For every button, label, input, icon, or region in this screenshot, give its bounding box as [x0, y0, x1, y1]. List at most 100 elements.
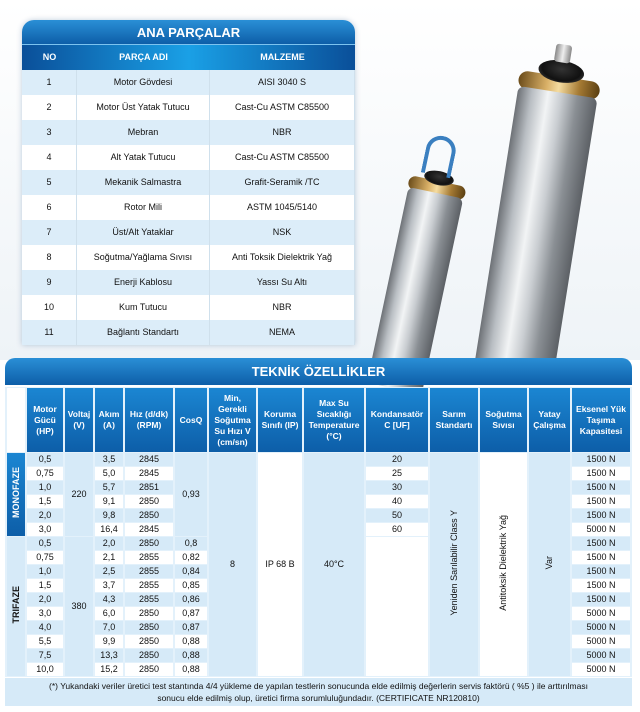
- capacitor-cell: 50: [366, 509, 428, 522]
- header-coolant: Soğutma Sıvısı: [480, 388, 527, 452]
- part-material: Grafit-Seramik /TC: [210, 170, 355, 195]
- header-speed: Hız (d/dk) (RPM): [125, 388, 173, 452]
- speed-cell: 2855: [125, 593, 173, 606]
- main-parts-table: ANA PARÇALAR NO PARÇA ADI MALZEME 1 Motor…: [22, 20, 355, 345]
- specs-row: 1,5 3,7 2855 0,85 1500 N: [7, 579, 630, 592]
- axial-load-cell: 1500 N: [572, 579, 630, 592]
- axial-load-cell: 1500 N: [572, 481, 630, 494]
- specs-row: 5,5 9,9 2850 0,88 5000 N: [7, 635, 630, 648]
- current-cell: 9,1: [95, 495, 123, 508]
- axial-load-cell: 1500 N: [572, 509, 630, 522]
- capacitor-cell: 25: [366, 467, 428, 480]
- speed-cell: 2850: [125, 621, 173, 634]
- header-protection-class: Koruma Sınıfı (IP): [258, 388, 302, 452]
- speed-cell: 2855: [125, 551, 173, 564]
- part-no: 4: [22, 145, 77, 170]
- specs-row: 3,0 6,0 2850 0,87 5000 N: [7, 607, 630, 620]
- motor-power-cell: 0,5: [27, 537, 63, 550]
- parts-row: 11 Bağlantı Standartı NEMA: [22, 320, 355, 345]
- axial-load-cell: 1500 N: [572, 593, 630, 606]
- part-name: Kum Tutucu: [77, 295, 210, 320]
- main-parts-header: NO PARÇA ADI MALZEME: [22, 45, 355, 70]
- phase-label-text: MONOFAZE: [10, 467, 21, 518]
- min-cooling-cell: 8: [209, 453, 256, 676]
- specs-row: 3,0 16,4 2845 60 5000 N: [7, 523, 630, 536]
- cosq-cell: 0,86: [175, 593, 207, 606]
- speed-cell: 2850: [125, 607, 173, 620]
- specs-row: TRIFAZE 0,5 380 2,0 2850 0,8 1500 N: [7, 537, 630, 676]
- cosq-cell: 0,8: [175, 537, 207, 550]
- speed-cell: 2850: [125, 495, 173, 508]
- current-cell: 2,1: [95, 551, 123, 564]
- header-max-water-temp: Max Su Sıcaklığı Temperature (°C): [304, 388, 364, 452]
- pump-motor-image: [366, 25, 640, 395]
- specs-row: 10,0 15,2 2850 0,88 5000 N: [7, 663, 630, 676]
- part-no: 9: [22, 270, 77, 295]
- specs-row: MONOFAZE 0,5 220 3,5 2845 0,93 8 IP 68 B 40°C 20 Y…: [7, 453, 630, 676]
- motor-power-cell: 2,0: [27, 593, 63, 606]
- header-spacer: [7, 388, 25, 452]
- speed-cell: 2850: [125, 537, 173, 550]
- current-cell: 2,0: [95, 537, 123, 550]
- part-name: Rotor Mili: [77, 195, 210, 220]
- cosq-cell: 0,87: [175, 607, 207, 620]
- cosq-cell: 0,84: [175, 565, 207, 578]
- main-parts-title: ANA PARÇALAR: [22, 20, 355, 45]
- header-part-name: PARÇA ADI: [119, 52, 168, 62]
- motor-power-cell: 10,0: [27, 663, 63, 676]
- footnote-line-2: sonucu elde edilmiş olup, üretici firma …: [157, 693, 480, 703]
- capacitor-cell: 30: [366, 481, 428, 494]
- current-cell: 16,4: [95, 523, 123, 536]
- part-name: Motor Gövdesi: [77, 70, 210, 95]
- part-name: Soğutma/Yağlama Sıvısı: [77, 245, 210, 270]
- header-cosq: CosQ: [175, 388, 207, 452]
- part-no: 7: [22, 220, 77, 245]
- cosq-cell: 0,88: [175, 649, 207, 662]
- axial-load-cell: 5000 N: [572, 663, 630, 676]
- cosq-cell: 0,88: [175, 663, 207, 676]
- current-cell: 3,5: [95, 453, 123, 466]
- part-name: Bağlantı Standartı: [77, 320, 210, 345]
- motor-power-cell: 3,0: [27, 523, 63, 536]
- part-material: NEMA: [210, 320, 355, 345]
- current-cell: 15,2: [95, 663, 123, 676]
- part-no: 10: [22, 295, 77, 320]
- header-material: MALZEME: [260, 52, 305, 62]
- motor-power-cell: 7,5: [27, 649, 63, 662]
- cosq-cell: 0,82: [175, 551, 207, 564]
- motor-power-cell: 0,75: [27, 551, 63, 564]
- voltage-cell: 380: [65, 537, 93, 676]
- phase-label-text: TRIFAZE: [10, 585, 21, 624]
- footnote: (*) Yukandaki veriler üretici test stant…: [5, 678, 632, 706]
- specs-header-row: Motor Gücü (HP) Voltaj (V) Akım (A) Hız (d/…: [7, 388, 630, 452]
- cosq-cell: 0,93: [175, 453, 207, 536]
- axial-load-cell: 5000 N: [572, 621, 630, 634]
- axial-load-cell: 1500 N: [572, 565, 630, 578]
- part-name: Üst/Alt Yataklar: [77, 220, 210, 245]
- part-name: Motor Üst Yatak Tutucu: [77, 95, 210, 120]
- motor-power-cell: 1,5: [27, 495, 63, 508]
- axial-load-cell: 1500 N: [572, 495, 630, 508]
- current-cell: 13,3: [95, 649, 123, 662]
- main-parts-body: 1 Motor Gövdesi AISI 3040 S 2 Motor Üst Yata…: [22, 70, 355, 345]
- motor-power-cell: 5,5: [27, 635, 63, 648]
- current-cell: 3,7: [95, 579, 123, 592]
- winding-cell: Yeniden Sarılabilir Class Y: [430, 453, 478, 676]
- cosq-cell: 0,88: [175, 635, 207, 648]
- header-capacitor: Kondansatör C [UF]: [366, 388, 428, 452]
- phase-label-trifaze: TRIFAZE: [7, 537, 25, 676]
- capacitor-empty-cell: [366, 537, 428, 676]
- current-cell: 9,9: [95, 635, 123, 648]
- speed-cell: 2845: [125, 453, 173, 466]
- part-name: Enerji Kablosu: [77, 270, 210, 295]
- parts-row: 7 Üst/Alt Yataklar NSK: [22, 220, 355, 245]
- axial-load-cell: 1500 N: [572, 467, 630, 480]
- axial-load-cell: 1500 N: [572, 551, 630, 564]
- speed-cell: 2855: [125, 565, 173, 578]
- current-cell: 6,0: [95, 607, 123, 620]
- motor-power-cell: 0,5: [27, 453, 63, 466]
- axial-load-cell: 5000 N: [572, 649, 630, 662]
- motor-power-cell: 4,0: [27, 621, 63, 634]
- axial-load-cell: 5000 N: [572, 607, 630, 620]
- parts-row: 6 Rotor Mili ASTM 1045/5140: [22, 195, 355, 220]
